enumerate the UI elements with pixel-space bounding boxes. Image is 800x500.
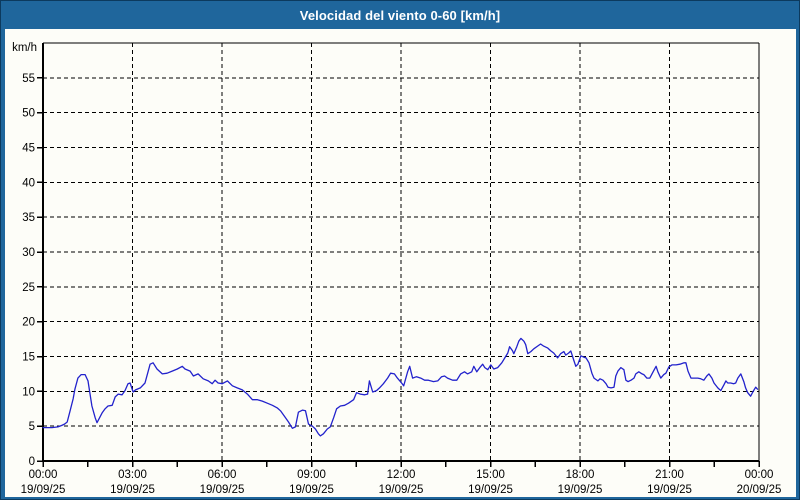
chart-title: Velocidad del viento 0-60 [km/h]: [299, 7, 501, 23]
title-bar: Velocidad del viento 0-60 [km/h]: [1, 1, 799, 29]
y-tick-label: 0: [29, 456, 35, 468]
axis-layer: [37, 42, 760, 467]
x-tick-date-label: 19/09/25: [289, 484, 334, 496]
x-tick-date-label: 19/09/25: [379, 484, 424, 496]
x-tick-time-label: 12:00: [387, 469, 416, 481]
x-tick-date-label: 19/09/25: [468, 484, 513, 496]
x-tick-time-label: 21:00: [655, 469, 684, 481]
label-layer: km/h 0 5 10 15 20 25 30 35 40 45 50 55 00:00 19/09/25…: [12, 42, 781, 496]
y-tick-label: 30: [22, 247, 35, 259]
x-tick-date-label: 19/09/25: [200, 484, 245, 496]
x-tick-time-label: 00:00: [745, 469, 774, 481]
y-tick-label: 55: [22, 73, 35, 85]
wind-speed-chart: km/h 0 5 10 15 20 25 30 35 40 45 50 55 00:00 19/09/25…: [5, 29, 796, 497]
y-tick-label: 5: [29, 421, 35, 433]
y-tick-label: 25: [22, 282, 35, 294]
y-tick-label: 20: [22, 317, 35, 329]
x-tick-date-label: 19/09/25: [21, 484, 66, 496]
x-tick-time-label: 06:00: [208, 469, 237, 481]
y-tick-label: 40: [22, 177, 35, 189]
x-tick-time-label: 00:00: [29, 469, 58, 481]
x-tick-date-label: 19/09/25: [110, 484, 155, 496]
y-tick-label: 35: [22, 212, 35, 224]
y-tick-label: 45: [22, 143, 35, 155]
grid-layer: [43, 43, 759, 461]
y-tick-label: 10: [22, 386, 35, 398]
wind-speed-line: [42, 337, 759, 437]
x-tick-date-label: 19/09/25: [558, 484, 603, 496]
x-tick-time-label: 09:00: [297, 469, 326, 481]
x-tick-date-label: 19/09/25: [647, 484, 692, 496]
series-layer: [42, 337, 759, 437]
y-axis-unit-label: km/h: [12, 42, 37, 54]
x-tick-date-label: 20/09/25: [737, 484, 782, 496]
y-tick-label: 50: [22, 108, 35, 120]
x-tick-time-label: 15:00: [476, 469, 505, 481]
y-tick-label: 15: [22, 352, 35, 364]
x-tick-time-label: 03:00: [118, 469, 147, 481]
x-tick-time-label: 18:00: [566, 469, 595, 481]
